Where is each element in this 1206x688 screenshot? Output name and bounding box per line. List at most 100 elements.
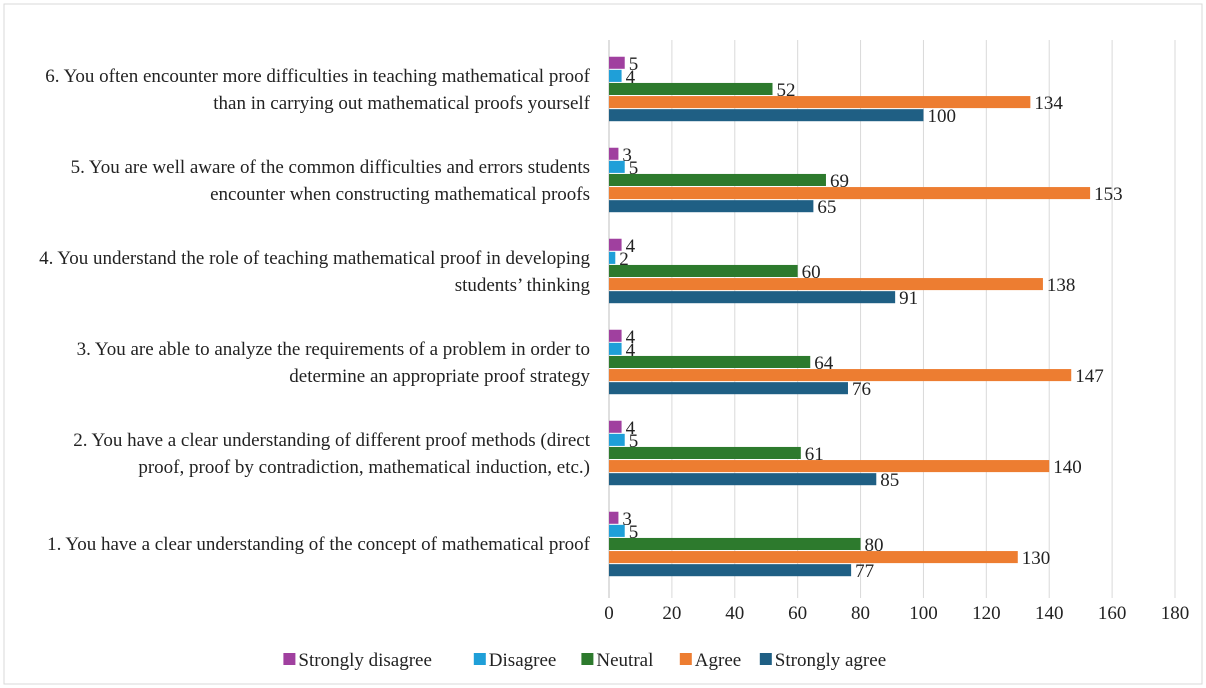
bar — [609, 278, 1043, 291]
data-label: 85 — [880, 470, 899, 491]
category-label: 5. You are well aware of the common diff… — [70, 156, 590, 205]
legend-swatch — [759, 653, 772, 665]
bar — [609, 524, 625, 537]
legend-swatch — [473, 653, 486, 665]
bar — [609, 200, 814, 213]
frame — [3, 3, 1203, 685]
data-label: 134 — [1034, 93, 1063, 114]
data-label: 147 — [1075, 366, 1104, 387]
bar — [609, 187, 1091, 200]
x-tick-label: 100 — [909, 603, 938, 624]
data-label: 60 — [802, 262, 821, 283]
bar — [609, 420, 622, 433]
data-label: 52 — [777, 80, 796, 101]
category-label-wrap: 6. You often encounter more difficulties… — [10, 30, 590, 150]
data-label: 5 — [629, 431, 639, 452]
category-label: 3. You are able to analyze the requireme… — [76, 338, 590, 387]
data-label: 5 — [629, 158, 639, 179]
bar — [609, 251, 616, 264]
data-label: 64 — [814, 353, 834, 374]
data-label: 4 — [626, 340, 636, 361]
legend-label: Agree — [695, 650, 741, 671]
data-label: 77 — [855, 561, 874, 582]
x-tick-label: 80 — [851, 603, 870, 624]
category-label-box: 6. You often encounter more difficulties… — [10, 30, 590, 150]
category-label: 4. You understand the role of teaching m… — [39, 247, 590, 296]
data-label: 69 — [830, 171, 849, 192]
data-label: 2 — [619, 249, 629, 270]
x-tick-label: 40 — [725, 603, 744, 624]
legend-swatch — [283, 653, 296, 665]
bar — [609, 511, 619, 524]
bar — [609, 82, 773, 96]
category-label-box: 4. You understand the role of teaching m… — [10, 212, 590, 332]
category-label-box: 1. You have a clear understanding of the… — [10, 485, 590, 605]
legend-swatch — [581, 653, 594, 665]
data-label: 100 — [927, 106, 956, 127]
category-label-wrap: 4. You understand the role of teaching m… — [10, 212, 590, 332]
bar — [609, 551, 1018, 564]
bar — [609, 382, 848, 395]
bar — [609, 56, 625, 69]
data-label: 138 — [1047, 275, 1076, 296]
bar — [609, 238, 622, 251]
category-label: 1. You have a clear understanding of the… — [47, 534, 590, 555]
data-label: 4 — [626, 418, 636, 439]
category-label-wrap: 1. You have a clear understanding of the… — [10, 485, 590, 605]
bar — [609, 329, 622, 342]
bar — [609, 264, 798, 278]
category-label: 6. You often encounter more difficulties… — [45, 65, 590, 114]
bar — [609, 564, 852, 577]
legend-label: Neutral — [596, 650, 653, 671]
category-label: 2. You have a clear understanding of dif… — [73, 429, 590, 478]
x-tick-label: 20 — [662, 603, 681, 624]
legend-label: Strongly agree — [775, 650, 886, 671]
x-tick-label: 140 — [1035, 603, 1064, 624]
x-tick-label: 180 — [1161, 603, 1190, 624]
data-label: 140 — [1053, 457, 1082, 478]
data-label: 4 — [626, 236, 636, 257]
bar — [609, 537, 861, 551]
bar — [609, 147, 619, 160]
x-tick-label: 60 — [788, 603, 807, 624]
data-label: 91 — [899, 288, 918, 309]
legend-swatch — [679, 653, 692, 665]
bar — [609, 291, 896, 304]
category-label-wrap: 5. You are well aware of the common diff… — [10, 121, 590, 241]
data-label: 65 — [817, 197, 836, 218]
bar — [609, 446, 801, 460]
data-label: 76 — [852, 379, 871, 400]
bar — [609, 460, 1050, 473]
bar — [609, 96, 1031, 109]
data-label: 4 — [626, 327, 636, 348]
data-label: 130 — [1022, 548, 1051, 569]
bar — [609, 69, 622, 82]
category-label-box: 2. You have a clear understanding of dif… — [10, 394, 590, 514]
bar — [609, 342, 622, 355]
bar — [609, 369, 1072, 382]
legend-label: Strongly disagree — [298, 650, 432, 671]
x-tick-label: 160 — [1098, 603, 1127, 624]
x-tick-label: 120 — [972, 603, 1001, 624]
category-label-box: 3. You are able to analyze the requireme… — [10, 303, 590, 423]
bar — [609, 109, 924, 122]
bar — [609, 473, 877, 486]
bar — [609, 355, 811, 369]
data-label: 5 — [629, 54, 639, 75]
category-label-box: 5. You are well aware of the common diff… — [10, 121, 590, 241]
bar — [609, 173, 826, 187]
x-tick-label: 0 — [604, 603, 614, 624]
category-label-wrap: 2. You have a clear understanding of dif… — [10, 394, 590, 514]
data-label: 4 — [626, 67, 636, 88]
data-label: 61 — [805, 444, 824, 465]
data-label: 3 — [622, 145, 632, 166]
legend-label: Disagree — [489, 650, 557, 671]
category-label-wrap: 3. You are able to analyze the requireme… — [10, 303, 590, 423]
bar — [609, 433, 625, 446]
data-label: 153 — [1094, 184, 1123, 205]
bar — [609, 160, 625, 173]
data-label: 3 — [622, 509, 632, 530]
data-label: 80 — [865, 535, 884, 556]
data-label: 5 — [629, 522, 639, 543]
